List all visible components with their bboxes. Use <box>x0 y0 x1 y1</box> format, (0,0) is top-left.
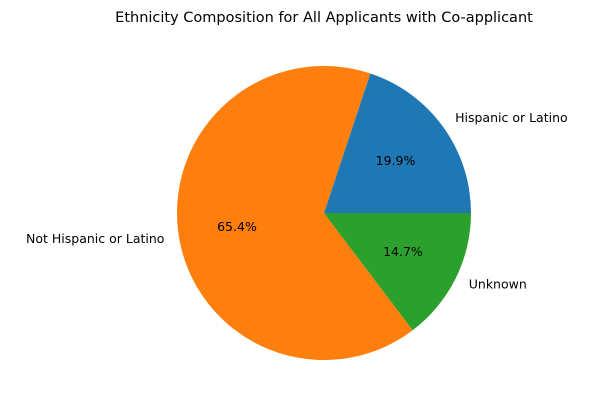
pie-slice-not-hispanic-or-latino <box>176 66 413 361</box>
pie-slice-unknown <box>324 213 471 331</box>
pie-label-unknown: Unknown <box>469 277 527 292</box>
pie-label-hispanic-or-latino: Hispanic or Latino <box>455 110 568 125</box>
chart-title: Ethnicity Composition for All Applicants… <box>115 10 533 26</box>
pie-value-label-hispanic-or-latino: 19.9% <box>376 153 416 168</box>
pie-label-not-hispanic-or-latino: Not Hispanic or Latino <box>26 231 164 246</box>
pie-value-label-unknown: 14.7% <box>383 244 423 259</box>
pie-value-label-not-hispanic-or-latino: 65.4% <box>217 219 257 234</box>
pie-slices <box>176 66 471 361</box>
pie-labels: Hispanic or Latino 19.9% Not Hispanic or L… <box>26 110 568 292</box>
pie-slice-hispanic-or-latino <box>324 73 471 213</box>
